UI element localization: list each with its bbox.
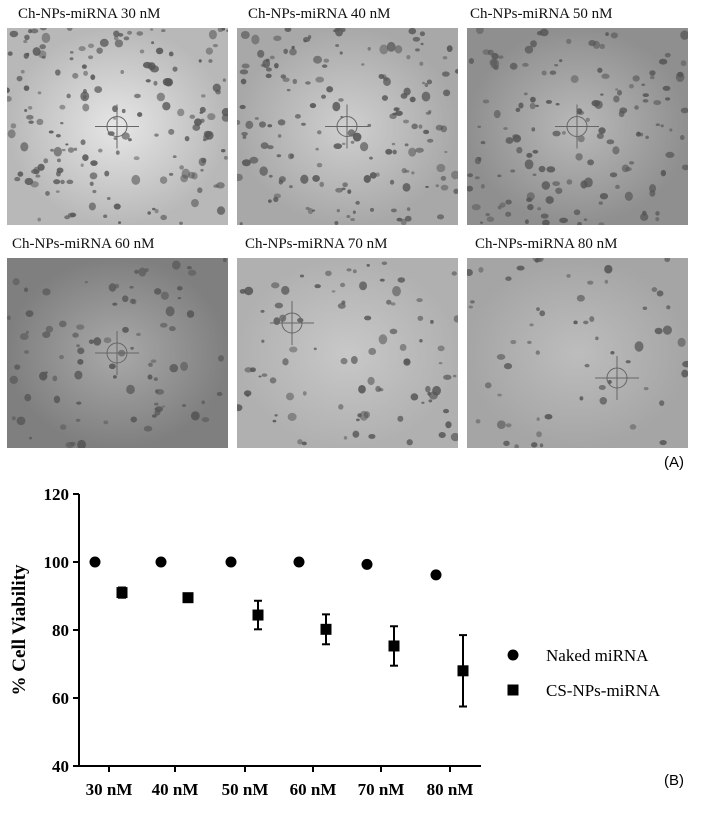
micrograph-caption: Ch-NPs-miRNA 40 nM xyxy=(248,6,391,22)
naked-mirna-point xyxy=(293,556,305,568)
panel-a-label: (A) xyxy=(664,454,684,471)
y-tick-label: 40 xyxy=(52,757,69,776)
legend-label: CS-NPs-miRNA xyxy=(546,681,661,700)
legend-marker-square xyxy=(507,684,519,696)
naked-mirna-point xyxy=(89,556,101,568)
micrograph-caption: Ch-NPs-miRNA 80 nM xyxy=(475,236,618,252)
cell-viability-chart: 40 60 80 100 120 30 nM 40 nM 50 nM 60 nM 70 nM 80 … xyxy=(9,485,661,799)
naked-mirna-point xyxy=(361,558,373,570)
naked-mirna-point xyxy=(155,556,167,568)
micrograph-caption: Ch-NPs-miRNA 60 nM xyxy=(12,236,155,252)
naked-mirna-point xyxy=(225,556,237,568)
x-tick-label: 30 nM xyxy=(86,780,133,799)
cs-nps-mirna-point xyxy=(116,587,128,599)
x-tick-label: 80 nM xyxy=(427,780,474,799)
x-tick-label: 60 nM xyxy=(290,780,337,799)
cs-nps-mirna-point xyxy=(388,640,400,652)
micrograph-caption: Ch-NPs-miRNA 50 nM xyxy=(470,6,613,22)
micrograph-caption: Ch-NPs-miRNA 30 nM xyxy=(18,6,161,22)
y-tick-label: 60 xyxy=(52,689,69,708)
x-tick-label: 50 nM xyxy=(222,780,269,799)
legend-label: Naked miRNA xyxy=(546,646,649,665)
legend-marker-circle xyxy=(507,649,519,661)
y-axis-label: % Cell Viability xyxy=(9,564,30,695)
naked-mirna-point xyxy=(430,569,442,581)
micrograph-image xyxy=(237,28,458,225)
y-tick-label: 100 xyxy=(44,553,70,572)
cs-nps-mirna-point xyxy=(182,592,194,604)
cs-nps-mirna-point xyxy=(252,609,264,621)
y-tick-label: 120 xyxy=(44,485,70,504)
cs-nps-mirna-point xyxy=(320,623,332,635)
panel-b-label: (B) xyxy=(664,772,684,789)
micrograph-image xyxy=(7,28,228,225)
micrograph-image xyxy=(467,258,688,448)
x-tick-label: 70 nM xyxy=(358,780,405,799)
micrograph-caption: Ch-NPs-miRNA 70 nM xyxy=(245,236,388,252)
cs-nps-mirna-point xyxy=(457,665,469,677)
micrograph-image xyxy=(7,258,228,448)
micrograph-image xyxy=(237,258,458,448)
micrograph-image xyxy=(467,28,688,225)
x-tick-label: 40 nM xyxy=(152,780,199,799)
y-tick-label: 80 xyxy=(52,621,69,640)
